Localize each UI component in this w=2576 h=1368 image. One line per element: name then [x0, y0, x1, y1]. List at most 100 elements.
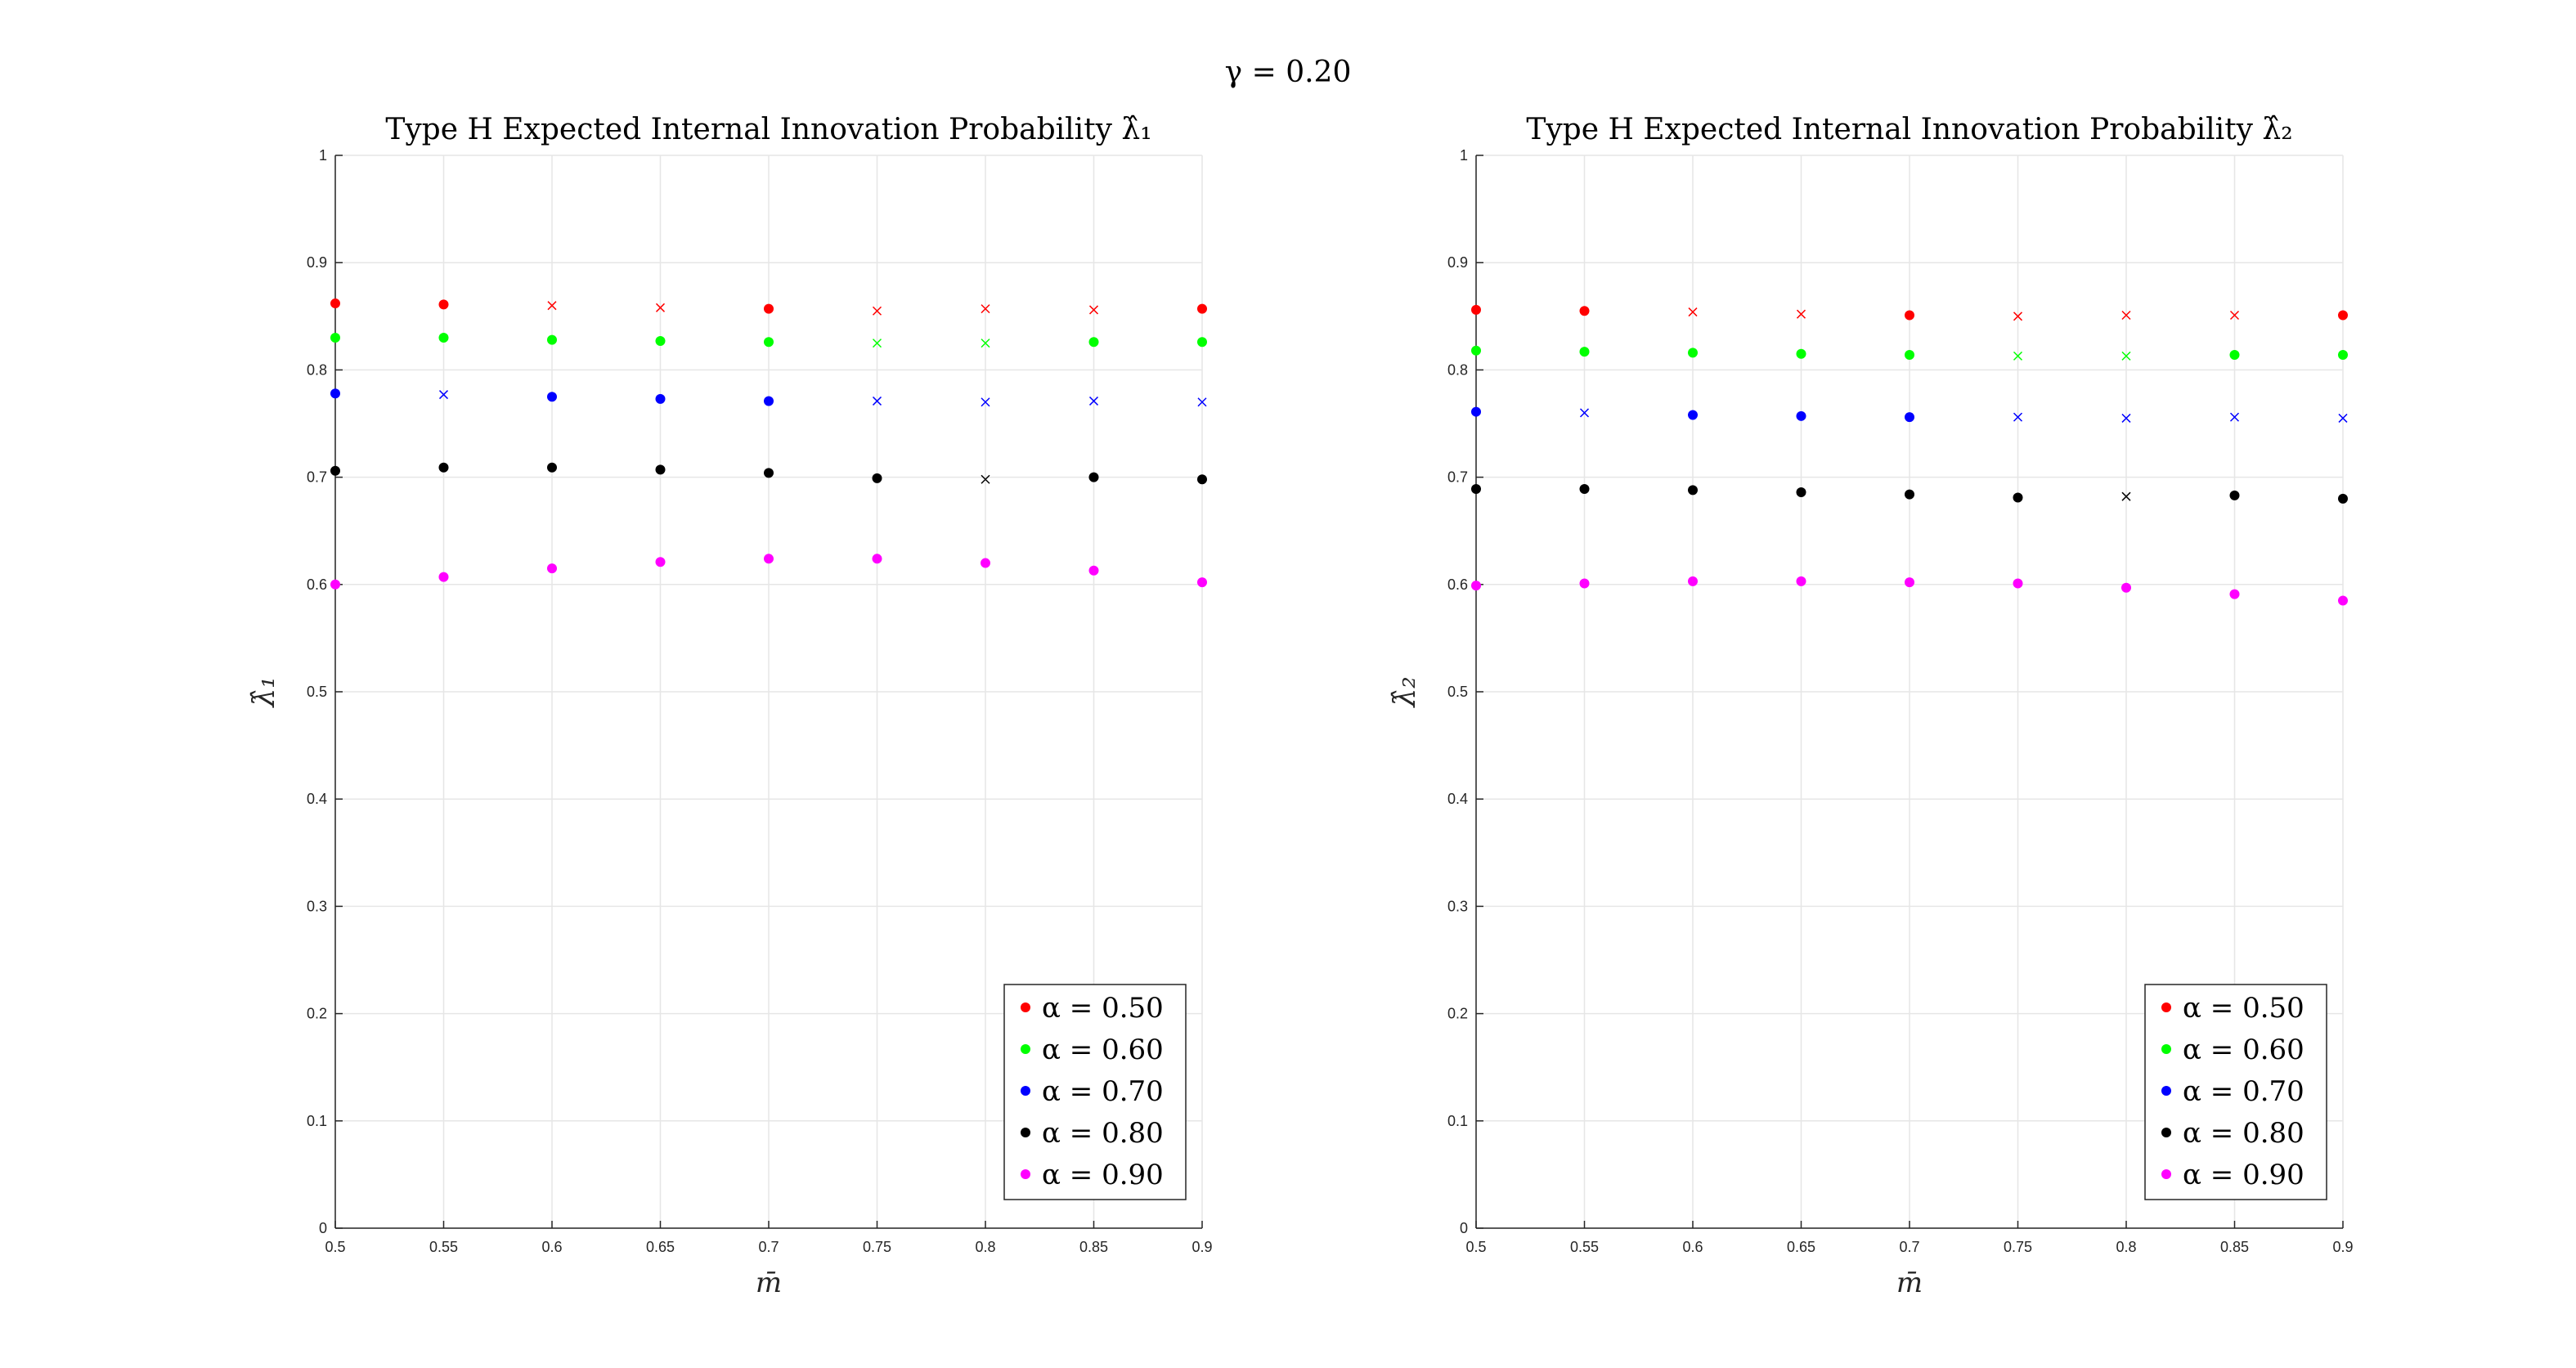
data-point: [1796, 576, 1806, 586]
data-point: [1471, 406, 1481, 417]
legend-label: α = 0.60: [1042, 1034, 1164, 1066]
data-point: [1688, 576, 1698, 586]
data-point: [1579, 484, 1590, 495]
legend-marker: [1021, 1002, 1030, 1012]
legend-label: α = 0.90: [1042, 1159, 1164, 1191]
data-point: [1905, 489, 1914, 500]
y-tick-label: 0.4: [1447, 791, 1468, 807]
x-tick-label: 0.85: [2220, 1239, 2249, 1255]
x-tick-label: 0.6: [541, 1239, 562, 1255]
x-tick-label: 0.5: [1465, 1239, 1486, 1255]
y-tick-label: 0.6: [307, 576, 327, 593]
y-tick-label: 0.8: [307, 361, 327, 378]
data-point-x-marker: [1088, 396, 1099, 406]
x-tick-label: 0.6: [1682, 1239, 1703, 1255]
data-point-x-marker: [438, 390, 449, 400]
y-tick-label: 0.5: [307, 684, 327, 700]
data-point-x-marker: [981, 304, 990, 314]
x-tick-label: 0.8: [2116, 1239, 2136, 1255]
data-point: [1796, 348, 1806, 359]
data-point: [330, 465, 340, 476]
y-tick-label: 0: [319, 1220, 327, 1236]
data-point: [2338, 350, 2348, 361]
data-point: [438, 333, 449, 343]
data-point: [1471, 581, 1481, 591]
left-chart: 0 0.1 0.2 0.3 0.4 0.5 0.6 0.7 0.8 0.9 1 0.5 0.55 0.6 0…: [248, 113, 1213, 1299]
data-point-x-marker: [872, 396, 882, 406]
y-tick-label: 0.3: [307, 898, 327, 914]
x-axis-label: m̄: [1896, 1267, 1923, 1299]
data-point-x-marker: [1579, 408, 1590, 418]
legend-label: α = 0.80: [2183, 1117, 2304, 1150]
x-tick-label: 0.85: [1079, 1239, 1108, 1255]
legend-marker: [2161, 1044, 2171, 1054]
data-point-x-marker: [2013, 412, 2023, 422]
data-point: [1088, 472, 1099, 482]
data-point-x-marker: [981, 397, 990, 407]
legend-label: α = 0.80: [1042, 1117, 1164, 1150]
data-point: [547, 334, 557, 345]
data-point-x-marker: [1088, 305, 1099, 315]
data-point: [1197, 303, 1207, 314]
data-point: [872, 554, 882, 564]
data-point-x-marker: [2121, 351, 2131, 361]
y-tick-label: 0.4: [307, 791, 327, 807]
data-point: [1796, 487, 1806, 497]
data-point: [330, 333, 340, 343]
data-point: [2013, 492, 2023, 503]
legend-box: [1003, 984, 1187, 1200]
legend-label: α = 0.60: [2183, 1034, 2304, 1066]
x-tick-label: 0.9: [2332, 1239, 2353, 1255]
data-point: [1471, 484, 1481, 495]
data-point: [1579, 306, 1590, 316]
legend-marker: [2161, 1128, 2171, 1137]
legend-label: α = 0.70: [2183, 1075, 2304, 1108]
data-point-x-marker: [2229, 310, 2240, 321]
y-tick-label: 0.2: [1447, 1006, 1468, 1022]
x-tick-label: 0.55: [1570, 1239, 1599, 1255]
legend: α = 0.50 α = 0.60 α = 0.70 α = 0.80 α = 0.90: [1003, 984, 1187, 1200]
data-point: [2338, 310, 2348, 321]
legend-marker: [1021, 1169, 1030, 1179]
data-point: [1579, 578, 1590, 589]
data-point: [2229, 589, 2240, 599]
legend-marker: [2161, 1086, 2171, 1096]
y-axis-label: λ̂₂: [1389, 676, 1422, 708]
data-point-x-marker: [2121, 491, 2131, 501]
data-point-x-marker: [2121, 413, 2131, 423]
data-point: [547, 563, 557, 574]
x-axis-label: m̄: [756, 1267, 782, 1299]
y-tick-label: 0.7: [1447, 469, 1468, 486]
figure-title: γ = 0.20: [1225, 56, 1352, 89]
data-point: [1471, 304, 1481, 315]
y-tick-label: 1: [319, 147, 327, 164]
data-point-x-marker: [1197, 397, 1207, 407]
legend: α = 0.50 α = 0.60 α = 0.70 α = 0.80 α = 0.90: [2144, 984, 2327, 1200]
y-tick-label: 0.9: [1447, 254, 1468, 271]
data-point: [2013, 578, 2023, 589]
data-point: [1579, 347, 1590, 357]
legend-box: [2144, 984, 2327, 1200]
data-point: [1197, 337, 1207, 348]
x-tick-label: 0.75: [2004, 1239, 2032, 1255]
data-point: [2338, 493, 2348, 504]
data-point: [1688, 348, 1698, 358]
legend-marker: [2161, 1002, 2171, 1012]
data-point-x-marker: [2121, 310, 2131, 321]
legend-marker: [1021, 1086, 1030, 1096]
data-point: [1905, 577, 1914, 588]
data-point-x-marker: [2013, 351, 2023, 361]
legend-label: α = 0.50: [1042, 992, 1164, 1025]
y-tick-label: 0.7: [307, 469, 327, 486]
data-point-x-marker: [2013, 312, 2023, 321]
data-point: [1197, 474, 1207, 485]
right-chart: 0 0.1 0.2 0.3 0.4 0.5 0.6 0.7 0.8 0.9 1 0.5 0.55 0.6 0…: [1389, 113, 2354, 1299]
legend-marker: [1021, 1044, 1030, 1054]
y-tick-label: 0: [1460, 1220, 1468, 1236]
data-point: [655, 393, 666, 404]
data-point: [1796, 410, 1806, 421]
x-tick-label: 0.7: [1899, 1239, 1919, 1255]
chart-title: Type H Expected Internal Innovation Prob…: [385, 113, 1151, 146]
y-tick-label: 0.8: [1447, 361, 1468, 378]
